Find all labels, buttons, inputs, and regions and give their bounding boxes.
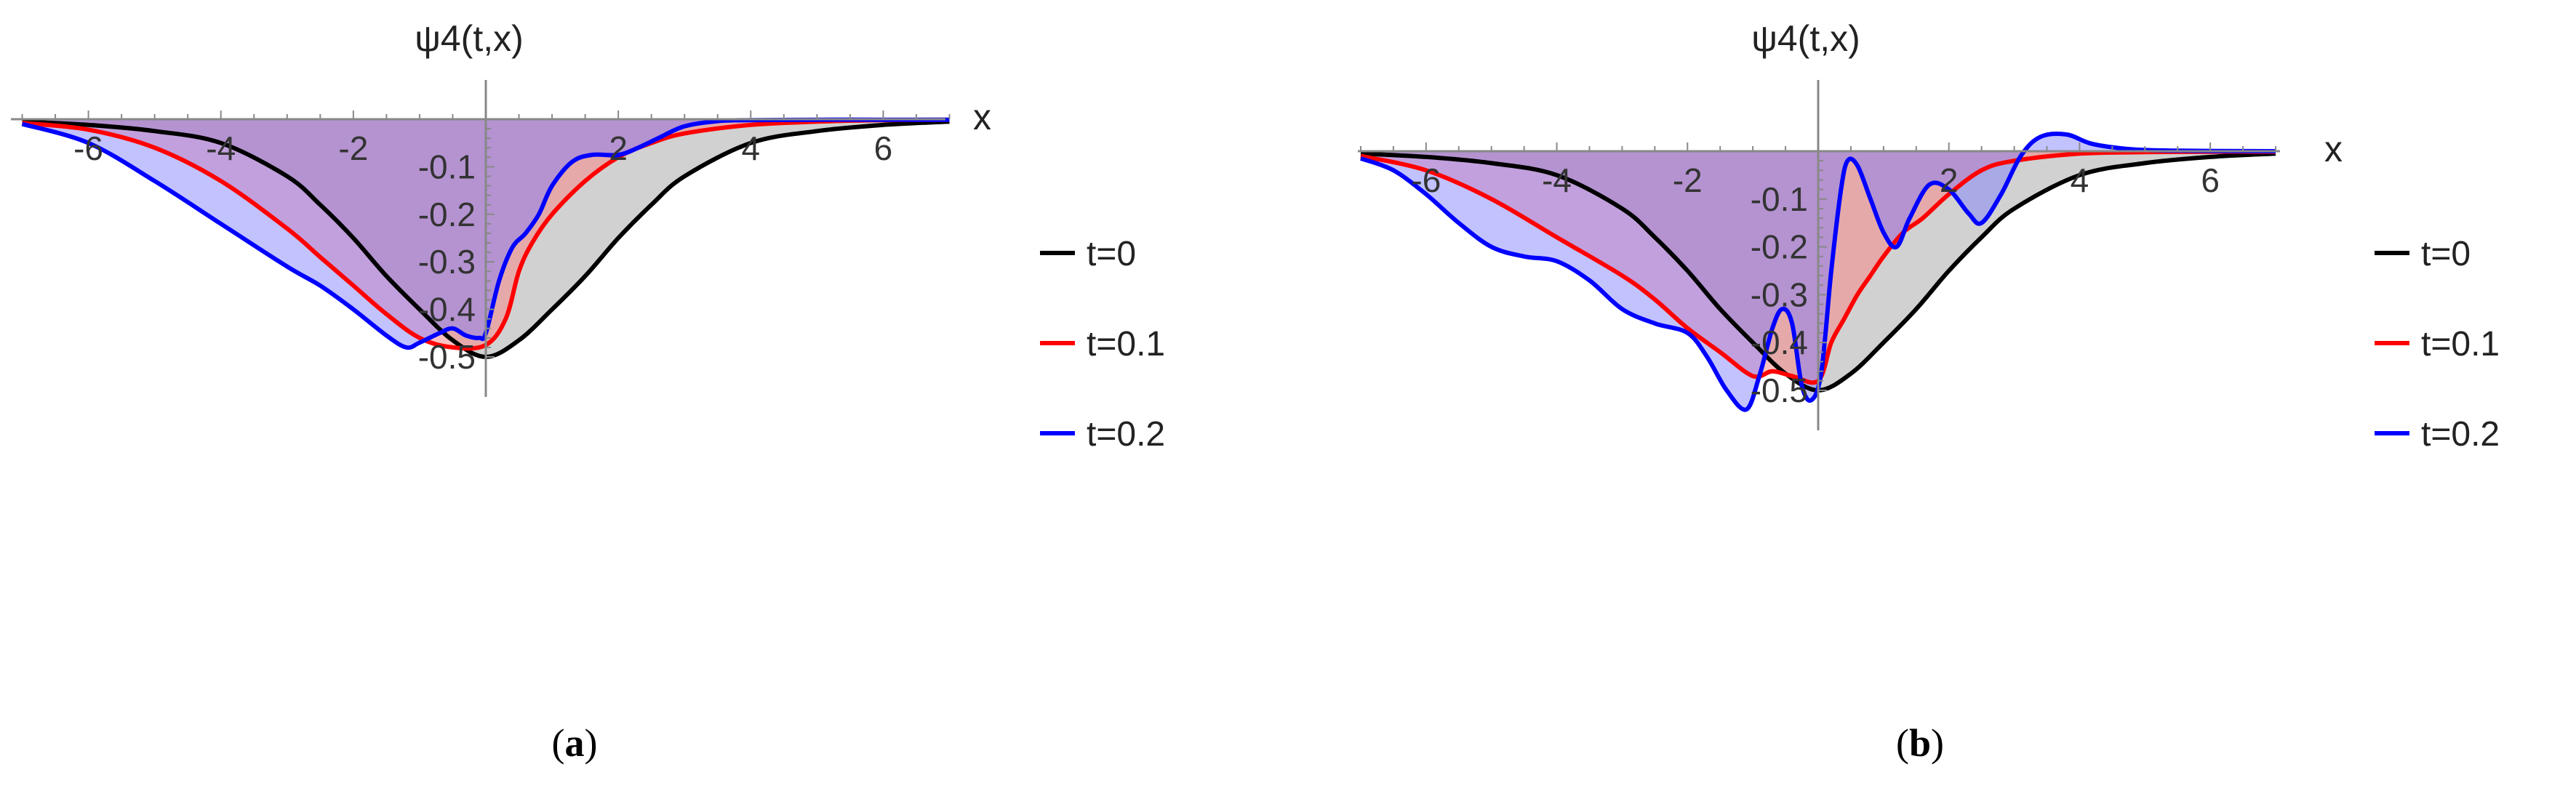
x-tick-label: -4 xyxy=(206,129,236,167)
series-line-t=0.1 xyxy=(22,117,950,351)
series-line-t=0.2 xyxy=(21,117,950,350)
legend-label: t=0.2 xyxy=(1087,415,1165,454)
x-tick-label: 6 xyxy=(2201,161,2220,199)
y-tick-label: -0.5 xyxy=(1751,371,1808,409)
legend-label: t=0 xyxy=(2421,235,2471,273)
y-tick-label: -0.3 xyxy=(418,243,476,281)
legend-label: t=0 xyxy=(1087,235,1136,273)
legend-label: t=0.1 xyxy=(2421,325,2500,363)
y-tick-label: -0.1 xyxy=(418,148,476,185)
y-tick-label: -0.4 xyxy=(418,291,476,329)
y-tick-label: -0.5 xyxy=(418,338,476,376)
y-tick-label: -0.3 xyxy=(1751,276,1808,313)
legend-label: t=0.2 xyxy=(2421,415,2500,454)
x-tick-label: 4 xyxy=(741,129,760,167)
x-tick-label: 2 xyxy=(609,129,628,167)
chart-panel-b: -6 -4 -2 2 4 6 -0.1 -0.2 -0.3 -0.4 -0.5 ψ4(t,x) x t=0… xyxy=(1358,18,2500,454)
legend: t=0 t=0.1 t=0.2 xyxy=(2375,235,2500,454)
y-tick-label: -0.2 xyxy=(1751,228,1808,266)
series-line-t=0.2 xyxy=(1359,131,2276,412)
x-tick-label: -2 xyxy=(338,129,368,167)
caption-a: (a) xyxy=(552,721,598,765)
series-line-t=0.1 xyxy=(1360,149,2276,385)
x-tick-label: -4 xyxy=(1542,161,1572,199)
y-tick-label: -0.2 xyxy=(418,196,476,233)
y-tick-label: -0.1 xyxy=(1751,180,1808,218)
caption-b: (b) xyxy=(1896,721,1944,765)
x-tick-label: 4 xyxy=(2071,161,2089,199)
y-axis-label: ψ4(t,x) xyxy=(415,18,524,59)
x-tick-label: -2 xyxy=(1673,161,1703,199)
x-tick-label: 6 xyxy=(874,129,893,167)
legend-label: t=0.1 xyxy=(1087,325,1165,363)
legend: t=0 t=0.1 t=0.2 xyxy=(1040,235,1165,454)
x-tick-label: -6 xyxy=(73,129,103,167)
x-axis-label: x xyxy=(2324,129,2343,169)
y-tick-label: -0.4 xyxy=(1751,323,1808,361)
x-tick-label: 2 xyxy=(1940,161,1959,199)
x-tick-label: -6 xyxy=(1411,161,1441,199)
chart-panel-a: -6 -4 -2 2 4 6 -0.1 -0.2 -0.3 -0.4 -0.5 ψ4(t,x) x t=0… xyxy=(11,18,1165,454)
y-axis-label: ψ4(t,x) xyxy=(1751,18,1860,59)
x-axis-label: x xyxy=(973,97,991,137)
